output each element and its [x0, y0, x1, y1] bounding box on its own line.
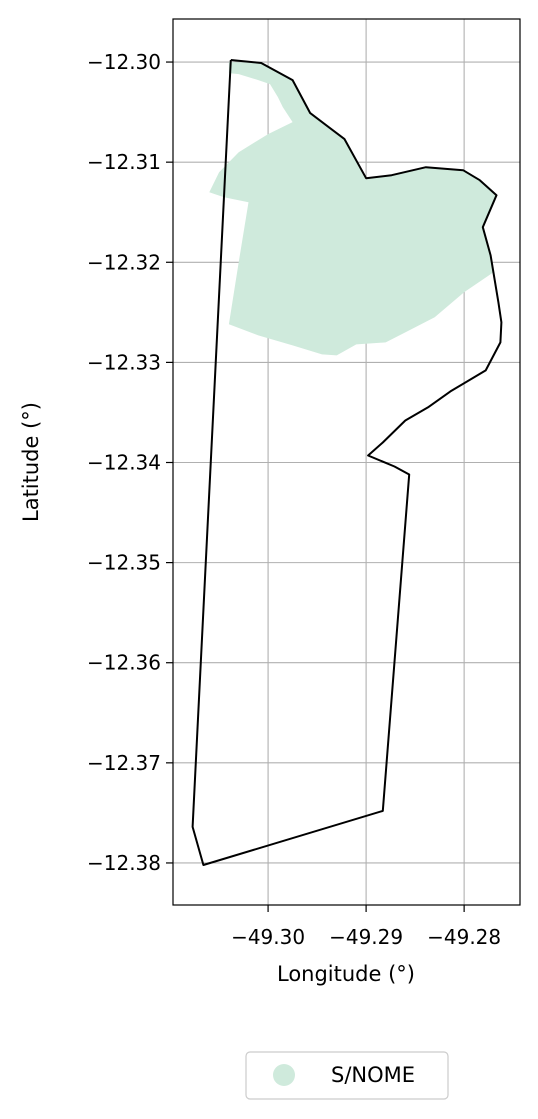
x-tick-label: −49.29 — [329, 925, 403, 949]
legend: S/NOME — [245, 1051, 449, 1100]
grid-lines — [173, 19, 520, 905]
region-layer — [209, 62, 497, 356]
y-tick-label: −12.37 — [87, 751, 161, 775]
x-axis-ticks: −49.30 −49.29 −49.28 — [231, 905, 501, 949]
y-tick-label: −12.34 — [87, 451, 161, 475]
y-tick-label: −12.30 — [87, 50, 161, 74]
y-tick-label: −12.32 — [87, 250, 161, 274]
y-tick-label: −12.31 — [87, 150, 161, 174]
y-axis-label: Latitude (°) — [19, 402, 43, 522]
y-tick-label: −12.36 — [87, 651, 161, 675]
legend-label: S/NOME — [331, 1063, 415, 1087]
legend-marker — [273, 1064, 295, 1086]
municipal-boundary — [191, 59, 503, 866]
boundary-layer — [191, 59, 503, 866]
plot-area: −49.30 −49.29 −49.28 −12.30−12.31−12.32−12… — [87, 18, 521, 949]
x-axis-label: Longitude (°) — [277, 962, 415, 986]
legend-frame — [245, 1051, 449, 1100]
y-tick-label: −12.33 — [87, 350, 161, 374]
x-tick-label: −49.28 — [427, 925, 501, 949]
region-snome — [209, 62, 497, 356]
y-axis-ticks: −12.30 −12.31 −12.32 −12.33 −12.34 −12.35 −12.… — [87, 50, 173, 875]
y-tick-label: −12.38 — [87, 851, 161, 875]
x-tick-label: −49.30 — [231, 925, 305, 949]
y-tick-label: −12.35 — [87, 551, 161, 575]
